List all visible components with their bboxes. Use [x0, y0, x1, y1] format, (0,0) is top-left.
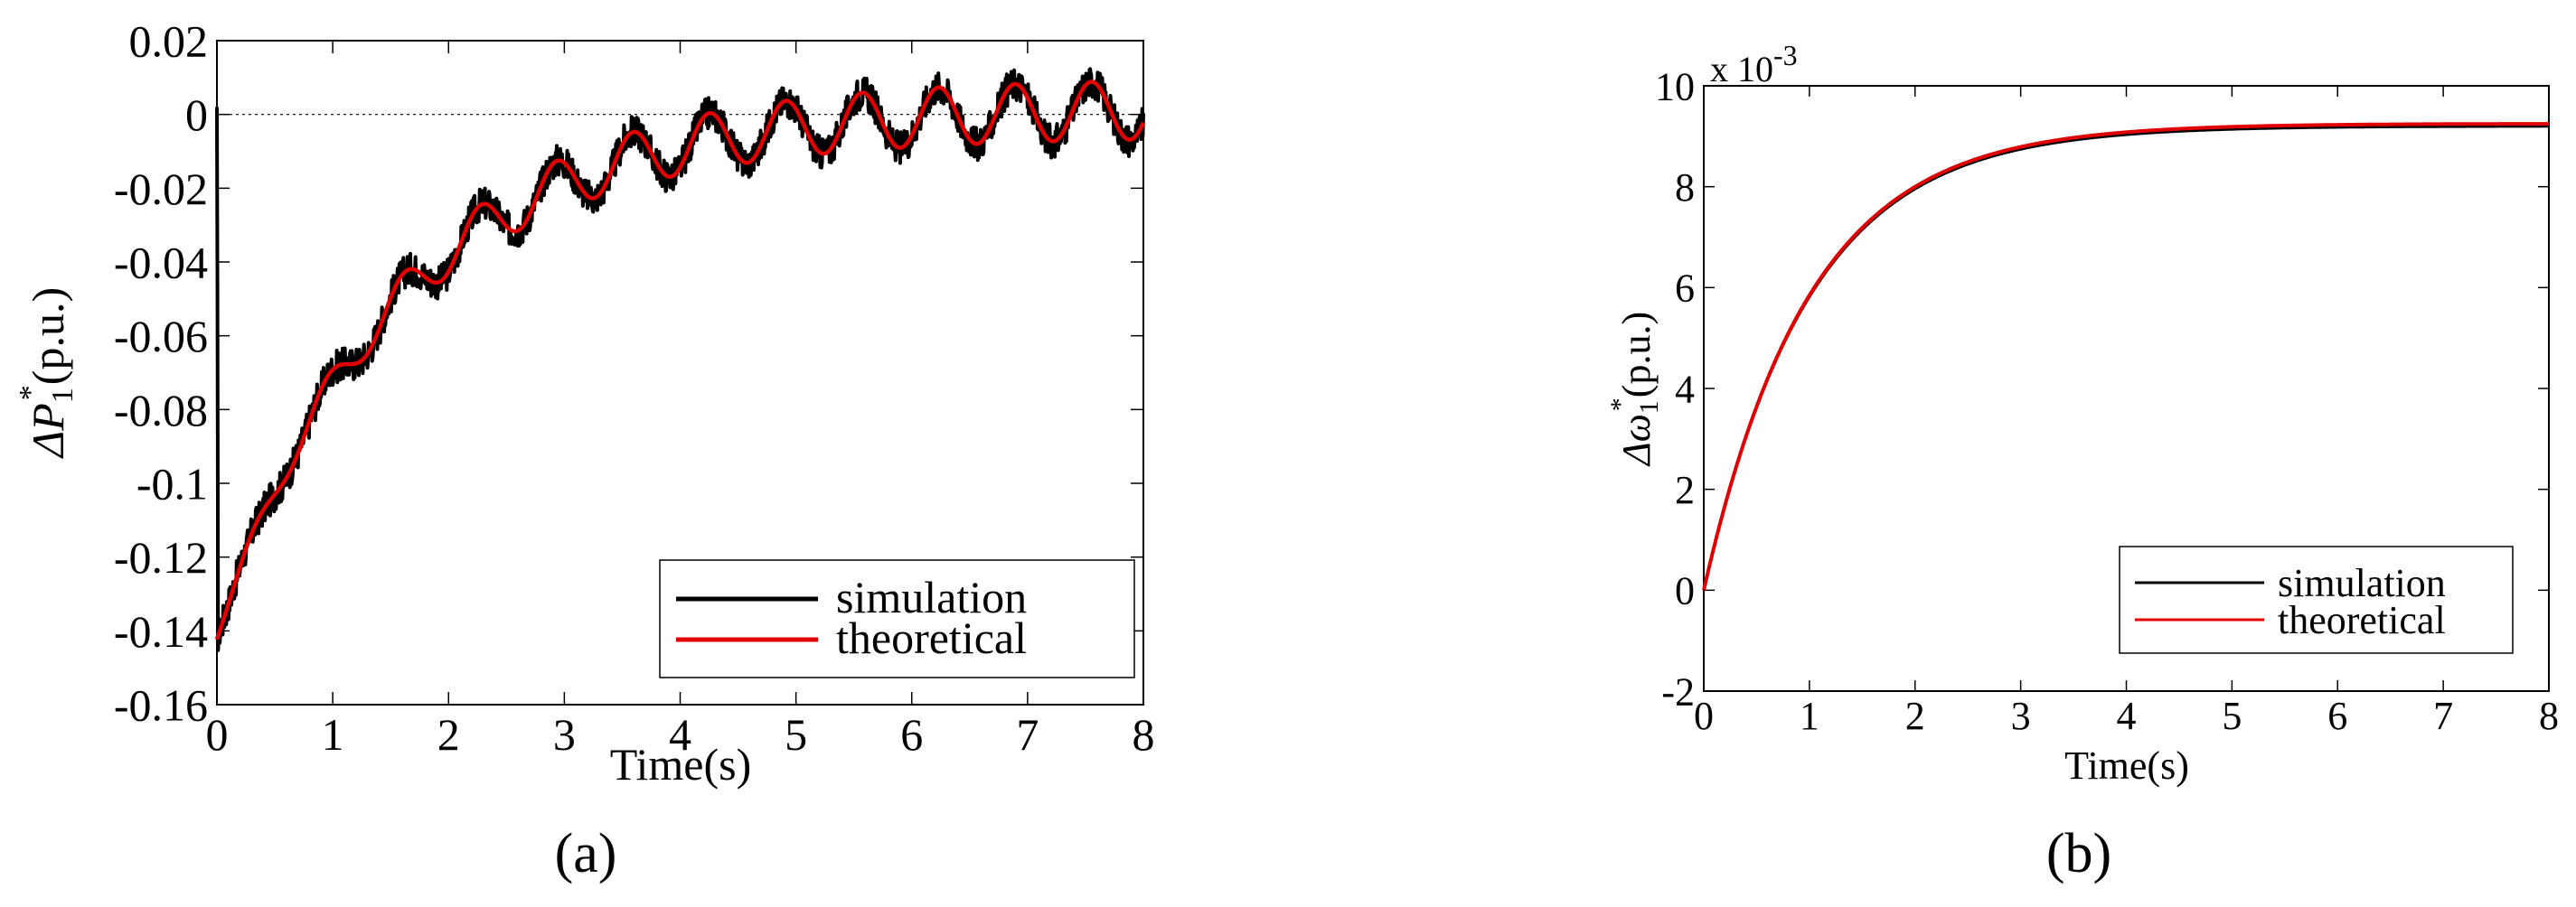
chart-b-xlabel: Time(s)	[2064, 743, 2189, 788]
chart-b-legend-label-theoretical: theoretical	[2278, 598, 2446, 642]
chart-b-series	[1702, 122, 2551, 591]
chart-a-ylabel-sub: 1	[46, 388, 80, 403]
chart-b-xtick-label: 2	[1905, 694, 1925, 738]
chart-a-xtick-label: 8	[1133, 709, 1155, 760]
chart-a-xtick-label: 6	[900, 709, 923, 760]
chart-a-legend: simulation theoretical	[659, 559, 1135, 678]
chart-a-xtick-label: 3	[553, 709, 576, 760]
chart-b-xtick-label: 4	[2117, 694, 2137, 738]
chart-a: 0 1 2 3 4 5 6 7 8 -0.16 -0.14 -0.12 -0.1 -0.08 -0.06 -0…	[14, 16, 1155, 885]
chart-a-ytick-label: 0	[185, 89, 208, 140]
chart-a-ytick-label: -0.16	[114, 680, 208, 731]
chart-b-ytick-label: 10	[1655, 64, 1695, 108]
chart-b-ytick-label: 2	[1675, 468, 1695, 512]
chart-b-series-theoretical	[1702, 122, 2551, 591]
chart-b-legend-box	[2119, 546, 2514, 654]
chart-b-ylabel-sup: *	[1605, 397, 1635, 411]
chart-b-ytick-label: 0	[1675, 569, 1695, 613]
chart-a-ylabel-sup: *	[14, 385, 47, 400]
chart-a-ytick-label: -0.06	[114, 311, 208, 361]
chart-a-ylabel: ΔP1*(p.u.)	[14, 287, 80, 459]
chart-b-ytick-label: 8	[1675, 165, 1695, 210]
chart-b-xtick-label: 1	[1800, 694, 1819, 738]
chart-a-xlabel: Time(s)	[610, 739, 752, 790]
chart-a-ytick-label: -0.14	[114, 606, 208, 657]
chart-a-xtick-label: 0	[206, 709, 229, 760]
chart-b-xtick-label: 8	[2539, 694, 2559, 738]
chart-b-ylabel-unit: (p.u.)	[1614, 312, 1659, 397]
chart-a-xtick-label: 1	[322, 709, 344, 760]
chart-a-ticks: 0 1 2 3 4 5 6 7 8 -0.16 -0.14 -0.12 -0.1 -0.08 -0.06 -0…	[114, 16, 1155, 761]
chart-b-exponent-power: -3	[1773, 39, 1798, 71]
chart-b-ytick-label: -2	[1661, 669, 1695, 714]
chart-a-xtick-label: 4	[669, 709, 691, 760]
chart-a-ytick-label: -0.04	[114, 238, 208, 288]
chart-a-ytick-label: -0.1	[136, 459, 208, 510]
chart-b-ylabel: Δω1*(p.u.)	[1605, 312, 1664, 467]
chart-a-ylabel-unit: (p.u.)	[23, 287, 73, 385]
chart-b-ylabel-main: Δω	[1614, 414, 1659, 467]
chart-a-xtick-label: 5	[785, 709, 807, 760]
chart-a-ylabel-main: ΔP	[23, 403, 73, 459]
chart-a-panel-label: (a)	[555, 823, 617, 884]
chart-a-series	[214, 67, 1146, 652]
chart-b-xtick-label: 0	[1694, 694, 1714, 738]
chart-a-series-theoretical	[214, 79, 1146, 641]
chart-a-xtick-label: 2	[437, 709, 460, 760]
chart-b-ylabel-sub: 1	[1634, 400, 1664, 414]
chart-b-series-simulation	[1702, 125, 2550, 591]
chart-a-legend-box	[659, 559, 1135, 678]
chart-a-ytick-label: -0.08	[114, 385, 208, 435]
chart-a-ytick-label: -0.02	[114, 164, 208, 214]
chart-a-legend-label-theoretical: theoretical	[836, 612, 1027, 663]
chart-b-exponent: x 10-3	[1710, 39, 1798, 89]
chart-a-ytick-label: -0.12	[114, 532, 208, 583]
chart-a-ytick-label: 0.02	[129, 16, 209, 67]
chart-a-legend-label-simulation: simulation	[836, 572, 1027, 622]
chart-b-exponent-base: x 10	[1710, 49, 1773, 89]
chart-b-xtick-label: 7	[2433, 694, 2453, 738]
chart-b-panel-label: (b)	[2046, 823, 2111, 884]
chart-b-ytick-label: 6	[1675, 266, 1695, 311]
chart-b-xtick-label: 3	[2011, 694, 2031, 738]
chart-b-ytick-label: 4	[1675, 367, 1695, 411]
chart-b-legend: simulation theoretical	[2119, 546, 2514, 654]
chart-b-xtick-label: 6	[2327, 694, 2347, 738]
chart-b-legend-label-simulation: simulation	[2278, 561, 2446, 605]
chart-b-xtick-label: 5	[2222, 694, 2242, 738]
chart-a-xtick-label: 7	[1016, 709, 1039, 760]
